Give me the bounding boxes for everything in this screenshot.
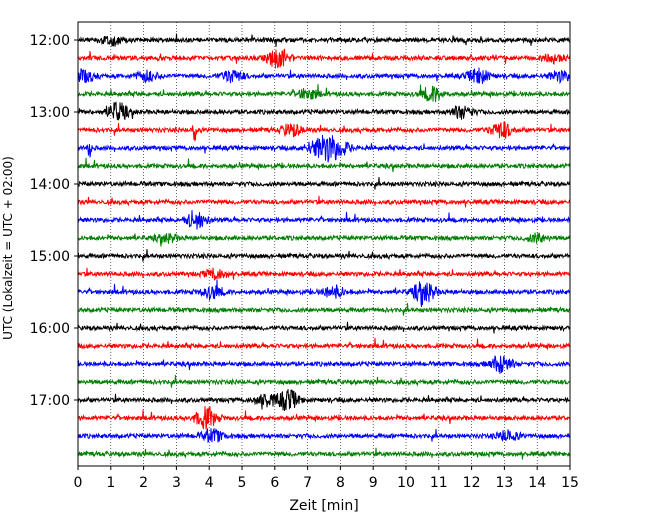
trace-1630 [77, 354, 571, 374]
x-tick-label: 13 [495, 475, 513, 491]
trace-1515 [77, 267, 571, 281]
x-tick-label: 10 [397, 475, 415, 491]
trace-1245 [77, 84, 571, 103]
seismic-traces [77, 33, 571, 460]
trace-1315 [77, 121, 571, 143]
x-tick-label: 5 [238, 475, 247, 491]
plot-area-frame [77, 21, 571, 467]
trace-1745 [77, 447, 571, 460]
y-tick-label: 17:00 [30, 393, 70, 409]
x-tick-label: 15 [561, 475, 579, 491]
x-axis-ticks: 0 1 2 3 4 5 6 7 8 9 10 11 12 13 14 15 [74, 466, 579, 491]
x-tick-label: 6 [270, 475, 279, 491]
trace-1545 [77, 303, 571, 316]
x-tick-label: 7 [303, 475, 312, 491]
trace-1500 [77, 249, 571, 262]
y-tick-label: 14:00 [30, 177, 70, 193]
trace-1215 [77, 48, 571, 69]
x-tick-label: 1 [106, 475, 115, 491]
x-tick-label: 9 [369, 475, 378, 491]
trace-1300 [78, 101, 571, 121]
trace-1230 [77, 67, 571, 85]
trace-1445 [77, 232, 571, 247]
x-axis-label: Zeit [min] [289, 498, 358, 514]
trace-1645 [77, 375, 571, 388]
y-tick-label: 12:00 [30, 33, 70, 49]
x-tick-label: 0 [74, 475, 83, 491]
y-tick-label: 13:00 [30, 105, 70, 121]
trace-1700 [77, 389, 571, 411]
trace-1345 [77, 157, 571, 173]
x-tick-label: 12 [463, 475, 481, 491]
y-tick-label: 16:00 [30, 321, 70, 337]
x-tick-label: 14 [528, 475, 546, 491]
x-tick-label: 4 [205, 475, 214, 491]
trace-1200 [77, 33, 571, 47]
y-axis-ticks: 12:00 13:00 14:00 15:00 16:00 17:00 [30, 33, 78, 409]
trace-1600 [77, 321, 571, 334]
trace-1415 [77, 195, 571, 208]
x-tick-label: 3 [172, 475, 181, 491]
x-tick-label: 2 [139, 475, 148, 491]
trace-1730 [77, 427, 571, 444]
x-tick-label: 8 [336, 475, 345, 491]
trace-1530 [77, 279, 571, 307]
vertical-gridlines [110, 22, 538, 466]
trace-1615 [77, 337, 571, 351]
trace-1400 [77, 177, 571, 190]
y-axis-label: UTC (Lokalzeit = UTC + 02:00) [1, 156, 15, 340]
trace-1430 [77, 210, 571, 230]
x-tick-label: 11 [430, 475, 448, 491]
trace-1330 [77, 134, 571, 163]
y-tick-label: 15:00 [30, 249, 70, 265]
trace-1715 [77, 405, 570, 430]
